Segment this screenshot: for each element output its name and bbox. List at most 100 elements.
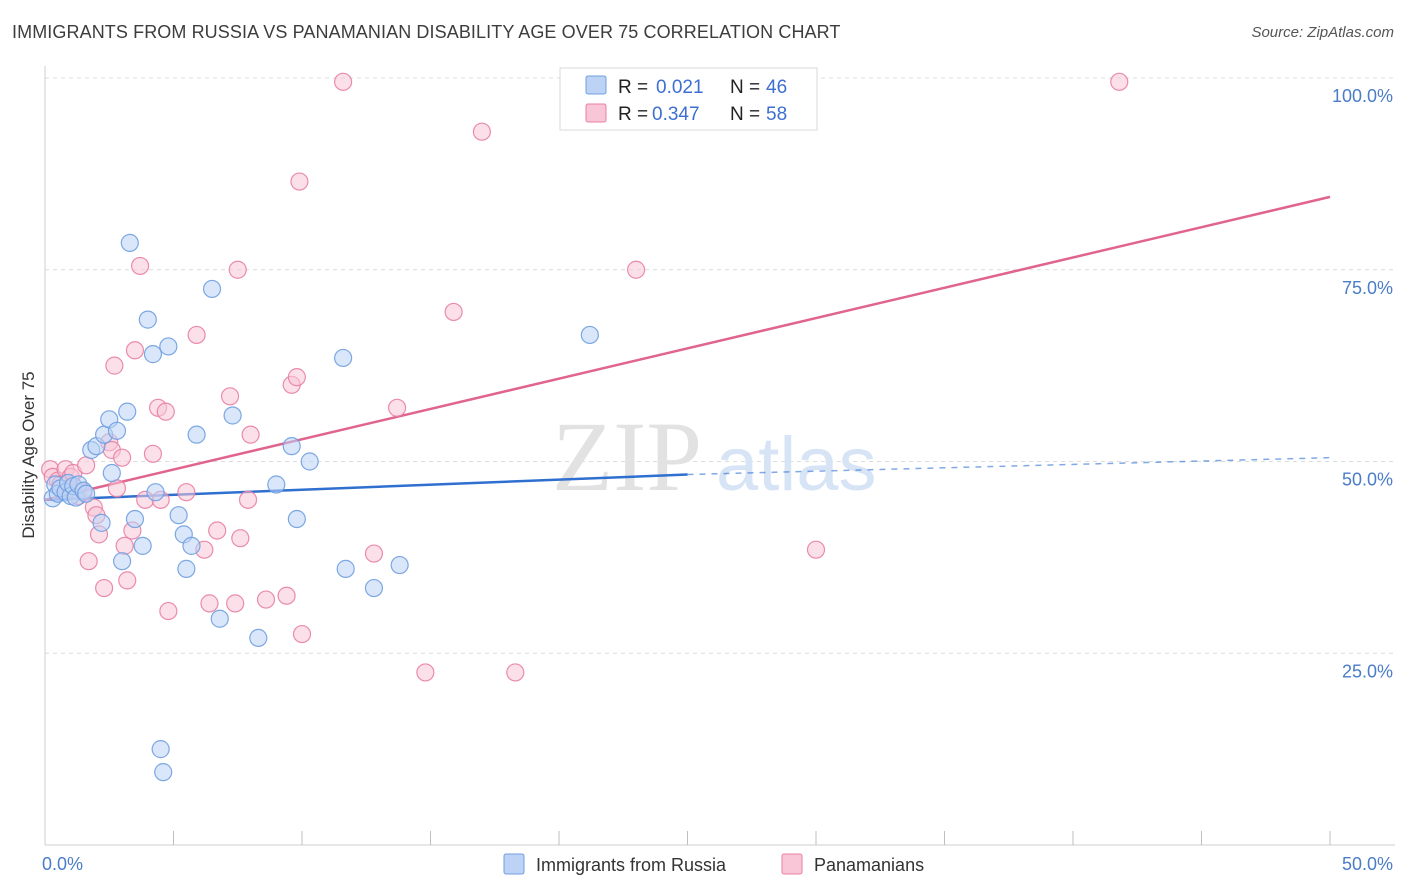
watermark-zip: ZIP xyxy=(552,401,702,512)
panamanian-point xyxy=(200,594,219,613)
panamanian-point xyxy=(444,302,463,322)
y-tick-label: 25.0% xyxy=(1342,661,1393,681)
panamanian-point xyxy=(208,521,227,540)
panamanian-point xyxy=(626,260,646,279)
panamanian-point xyxy=(277,586,296,605)
panamanian-point xyxy=(256,590,276,609)
russia-point xyxy=(223,406,242,425)
russia-point xyxy=(267,475,286,494)
russia-point xyxy=(118,402,137,421)
grid-lines xyxy=(45,77,1395,654)
panamanian-point xyxy=(226,594,245,613)
panamanian-point xyxy=(77,456,96,475)
panamanian-point xyxy=(287,368,306,387)
panamanian-point xyxy=(79,552,98,571)
panamanian-point xyxy=(416,663,435,682)
russia-point xyxy=(300,452,319,471)
axes xyxy=(44,66,1395,846)
y-tick-label: 75.0% xyxy=(1342,278,1393,298)
russia-point xyxy=(282,437,301,456)
panamanian-point xyxy=(238,490,258,509)
panamanian-point xyxy=(156,402,175,421)
panamanian-point xyxy=(105,356,124,375)
series-label-panamanians: Panamanians xyxy=(814,855,924,875)
russia-point xyxy=(364,578,384,598)
panamanian-point xyxy=(506,663,525,682)
legend-r-label-1: R = xyxy=(618,77,648,98)
russia-point xyxy=(107,421,127,440)
legend-r-label-2: R = xyxy=(618,104,648,125)
panamanian-point xyxy=(334,72,353,91)
series-label-russia: Immigrants from Russia xyxy=(536,855,727,875)
russia-point xyxy=(580,325,599,345)
legend-n-label-2: N = xyxy=(730,104,760,125)
series-swatch-russia xyxy=(503,853,525,875)
data-points xyxy=(41,72,1129,782)
chart-title: IMMIGRANTS FROM RUSSIA VS PANAMANIAN DIS… xyxy=(12,22,841,42)
legend-n-value-1: 46 xyxy=(766,77,787,98)
trend-line-panamanians xyxy=(44,195,1331,502)
legend-n-label-1: N = xyxy=(730,77,760,98)
russia-point xyxy=(336,559,355,578)
panamanian-point xyxy=(1110,72,1129,91)
panamanian-point xyxy=(472,122,491,141)
russia-point xyxy=(159,337,178,356)
panamanian-point xyxy=(387,398,407,417)
russia-point xyxy=(154,763,173,782)
russia-point xyxy=(151,740,170,759)
x-tick-label: 0.0% xyxy=(42,854,83,874)
panamanian-point xyxy=(231,529,250,548)
russia-point xyxy=(102,463,121,483)
series-legend: Immigrants from Russia Panamanians xyxy=(503,853,924,875)
panamanian-point xyxy=(112,448,132,467)
legend-n-value-2: 58 xyxy=(766,104,787,125)
russia-point xyxy=(177,559,196,578)
x-tick-label: 50.0% xyxy=(1342,854,1393,874)
panamanian-point xyxy=(187,325,206,345)
panamanian-point xyxy=(95,578,114,598)
tick-labels: 100.0% 75.0% 50.0% 25.0% 0.0% 50.0% xyxy=(42,86,1393,874)
russia-point xyxy=(146,483,165,502)
panamanian-point xyxy=(125,341,145,360)
russia-point xyxy=(390,555,409,575)
y-tick-label: 50.0% xyxy=(1342,470,1393,490)
panamanian-point xyxy=(806,540,826,559)
y-tick-label: 100.0% xyxy=(1332,86,1393,106)
legend-r-value-2: 0.347 xyxy=(652,104,700,125)
panamanian-point xyxy=(143,444,163,463)
russia-point xyxy=(287,509,306,529)
y-axis-label: Disability Age Over 75 xyxy=(19,371,38,538)
watermark-atlas: atlas xyxy=(716,422,877,507)
russia-point xyxy=(187,425,206,444)
panamanian-point xyxy=(228,260,247,279)
correlation-legend: R = 0.021 N = 46 R = 0.347 N = 58 xyxy=(559,67,818,131)
panamanian-point xyxy=(292,624,312,644)
panamanian-point xyxy=(177,483,196,502)
panamanian-point xyxy=(107,479,127,498)
panamanian-point xyxy=(115,536,134,555)
panamanian-point xyxy=(290,172,309,191)
russia-point xyxy=(138,310,157,329)
russia-point xyxy=(143,345,163,364)
russia-point xyxy=(210,609,229,628)
russia-point xyxy=(112,552,132,571)
russia-point xyxy=(169,506,188,525)
legend-swatch-panamanians xyxy=(585,103,607,123)
panamanian-point xyxy=(220,387,240,406)
series-swatch-panamanians xyxy=(781,853,803,875)
russia-point xyxy=(120,233,139,253)
russia-point xyxy=(334,348,353,368)
russia-point xyxy=(182,536,201,555)
watermark: ZIP atlas xyxy=(552,401,877,512)
legend-r-value-1: 0.021 xyxy=(656,77,704,98)
russia-point xyxy=(249,628,268,648)
panamanian-point xyxy=(364,544,384,563)
panamanian-point xyxy=(118,571,137,590)
panamanian-point xyxy=(159,601,178,621)
russia-point xyxy=(202,279,222,299)
legend-swatch-russia xyxy=(585,75,607,95)
russia-point xyxy=(133,536,152,555)
chart-source: Source: ZipAtlas.com xyxy=(1251,24,1394,41)
russia-point xyxy=(77,484,96,503)
